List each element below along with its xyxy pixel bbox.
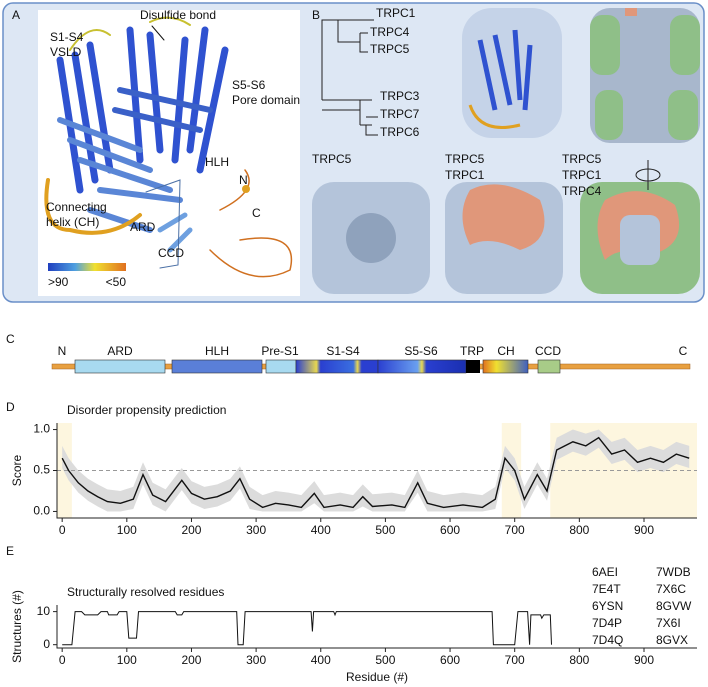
x-tick-label: 700 (505, 653, 525, 667)
legend-entry: 7E4T (592, 582, 621, 596)
x-tick-label: 200 (181, 653, 201, 667)
y-tick-label: 0.5 (33, 463, 50, 477)
domain-label: CCD (535, 344, 561, 358)
x-tick-label: 400 (311, 523, 331, 537)
chart-title: Structurally resolved residues (67, 585, 224, 599)
axis-line (56, 423, 697, 519)
tree-leaf: TRPC5 (370, 42, 410, 56)
x-tick-label: 100 (117, 653, 137, 667)
x-tick-label: 300 (246, 653, 266, 667)
legend-entry: 7D4Q (592, 633, 623, 647)
label: S1-S4 (50, 30, 84, 44)
y-tick-label: 1.0 (33, 422, 50, 436)
legend-entry: 8GVX (656, 633, 688, 647)
x-tick-label: 300 (246, 523, 266, 537)
surface-label: TRPC1 (445, 168, 485, 182)
legend-entry: 7X6C (656, 582, 686, 596)
panel-letter: C (6, 332, 15, 346)
x-tick-label: 600 (440, 523, 460, 537)
tree-leaf: TRPC3 (380, 89, 420, 103)
legend-entry: 6YSN (592, 599, 623, 613)
y-axis-label: Structures (#) (10, 590, 24, 663)
domain-label: S5-S6 (404, 344, 438, 358)
legend-entry: 6AEI (592, 565, 618, 579)
label: Disulfide bond (140, 8, 216, 22)
tree-leaf: TRPC6 (380, 125, 420, 139)
label: <50 (106, 275, 127, 289)
surface-label: TRPC5 (562, 152, 602, 166)
surface-label: TRPC1 (562, 168, 602, 182)
x-tick-label: 0 (59, 653, 66, 667)
panel-letter: B (312, 8, 320, 22)
label: Pore domain (232, 93, 300, 107)
panel-letter: D (6, 400, 15, 414)
data-line (61, 436, 690, 509)
label: >90 (48, 275, 69, 289)
legend-entry: 7WDB (656, 565, 691, 579)
x-tick-label: 800 (569, 523, 589, 537)
legend-entry: 7X6I (656, 616, 681, 630)
surface-label: TRPC5 (445, 152, 485, 166)
x-tick-label: 900 (634, 653, 654, 667)
x-tick-label: 400 (311, 653, 331, 667)
phylogenetic-tree (321, 19, 378, 136)
domain-label: TRP (460, 344, 484, 358)
x-tick-label: 500 (375, 523, 395, 537)
label: ARD (130, 220, 156, 234)
x-tick-label: 700 (505, 523, 525, 537)
label: helix (CH) (46, 215, 99, 229)
colorbar (48, 263, 126, 271)
structure-images (312, 8, 700, 294)
x-tick-label: 200 (181, 523, 201, 537)
x-tick-label: 600 (440, 653, 460, 667)
tree-leaf: TRPC4 (370, 25, 410, 39)
x-tick-label: 100 (117, 523, 137, 537)
axis-line (56, 605, 697, 649)
x-axis-label: Residue (#) (346, 670, 408, 684)
panel-letter: E (6, 544, 14, 558)
label: S5-S6 (232, 78, 266, 92)
label: VSLD (50, 45, 82, 59)
label: C (252, 206, 261, 220)
protein-cartoon (44, 16, 293, 278)
domain-map (51, 359, 691, 374)
surface-label: TRPC4 (562, 184, 602, 198)
surface-label: TRPC5 (312, 152, 352, 166)
legend-entry: 7D4P (592, 616, 622, 630)
legend-entry: 8GVW (656, 599, 692, 613)
label: Connecting (46, 200, 107, 214)
panel-letter: A (12, 8, 20, 22)
x-tick-label: 500 (375, 653, 395, 667)
domain-label: HLH (205, 344, 229, 358)
domain-label: C (679, 344, 688, 358)
y-tick-label: 10 (37, 604, 51, 618)
chart-title: Disorder propensity prediction (67, 403, 226, 417)
domain-label: Pre-S1 (261, 344, 299, 358)
y-tick-label: 0.0 (33, 504, 50, 518)
x-tick-label: 900 (634, 523, 654, 537)
label: CCD (158, 246, 184, 260)
domain-label: CH (497, 344, 514, 358)
y-axis-label: Score (10, 455, 24, 487)
y-tick-label: 0 (43, 637, 50, 651)
data-line (62, 611, 552, 646)
x-tick-label: 0 (59, 523, 66, 537)
domain-label: ARD (107, 344, 133, 358)
label: HLH (205, 155, 229, 169)
tree-leaf: TRPC7 (380, 107, 420, 121)
domain-label: S1-S4 (326, 344, 360, 358)
tree-leaf: TRPC1 (376, 6, 416, 20)
label: N (239, 173, 248, 187)
domain-label: N (58, 344, 67, 358)
uncertainty-band (62, 429, 690, 512)
x-tick-label: 800 (569, 653, 589, 667)
